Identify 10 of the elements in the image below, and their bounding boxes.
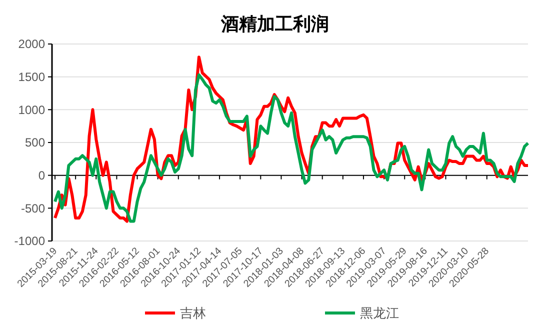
y-tick-label: 1000 <box>18 102 46 117</box>
y-tick-label: 0 <box>38 168 46 183</box>
legend-label: 黑龙江 <box>360 306 399 321</box>
y-tick-label: 500 <box>24 136 46 150</box>
y-tick-label: 2000 <box>18 37 46 52</box>
legend-label: 吉林 <box>180 306 206 321</box>
chart-title: 酒精加工利润 <box>220 14 329 35</box>
y-tick-label: 1500 <box>18 70 46 84</box>
y-tick-label: -1000 <box>14 234 46 248</box>
y-tick-label: -500 <box>20 201 46 216</box>
